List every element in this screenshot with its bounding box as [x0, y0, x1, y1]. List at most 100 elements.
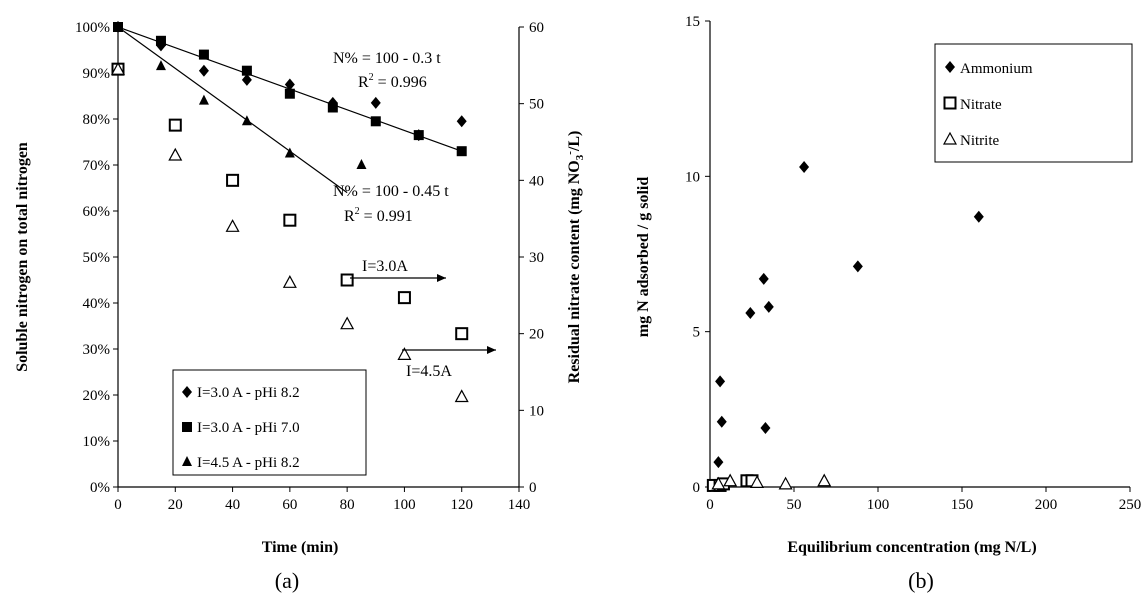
data-point-b-ammonium	[715, 375, 726, 388]
y-tick-label: 20%	[83, 388, 111, 404]
data-point-a-s1	[370, 96, 381, 109]
y2-tick-label: 30	[529, 250, 544, 266]
y-tick-label: 0%	[90, 480, 110, 496]
y-tick-label: 90%	[83, 66, 111, 82]
data-point-b-ammonium	[799, 161, 810, 174]
data-point-a-s3	[284, 147, 295, 158]
data-point-a-s3	[113, 21, 123, 31]
x-tick-label: 20	[168, 497, 183, 513]
data-point-a-s5	[282, 275, 297, 288]
data-point-b-nitrite	[817, 473, 832, 487]
x-tick-label: 100	[867, 497, 890, 513]
y-tick-label: 15	[685, 14, 700, 30]
data-point-a-s2	[241, 65, 252, 76]
panel-b-chart: 0 50 100 150 200 250 0 5 10 15 Ammonium Nitrate Nit…	[635, 14, 1141, 593]
data-point-a-s2	[413, 130, 424, 141]
data-point-a-s2	[284, 88, 295, 99]
legend-marker	[182, 456, 192, 466]
data-point-a-s5	[168, 147, 183, 161]
data-point-a-s2	[198, 49, 209, 60]
panel-a-label: (a)	[275, 568, 299, 593]
data-point-a-s1	[284, 78, 295, 91]
data-point-a-s5	[225, 219, 240, 232]
fit-line-2	[117, 26, 348, 194]
data-point-a-s1	[198, 64, 209, 77]
legend-marker	[942, 131, 958, 145]
data-point-b-ammonium	[716, 415, 727, 428]
panel-a-x-label: Time (min)	[262, 539, 339, 556]
y2-tick-label: 50	[529, 97, 544, 113]
data-point-a-s3	[241, 115, 252, 126]
data-point-b-nitrite	[723, 473, 738, 487]
x-tick-label: 0	[706, 497, 714, 513]
data-point-a-s3	[356, 159, 367, 169]
panel-b-x-label: Equilibrium concentration (mg N/L)	[787, 539, 1036, 556]
x-tick-label: 40	[225, 497, 240, 513]
arrow-label-1: I=3.0A	[362, 258, 408, 275]
x-tick-label: 60	[282, 497, 297, 513]
arrow-head-1	[437, 274, 446, 282]
legend-label: I=3.0 A - pHi 7.0	[197, 420, 300, 436]
data-point-b-ammonium	[973, 210, 984, 223]
data-point-a-s4	[283, 213, 297, 227]
x-tick-label: 200	[1035, 497, 1058, 513]
data-point-a-s4	[455, 327, 469, 341]
y2-tick-label: 60	[529, 20, 544, 36]
legend-marker	[945, 61, 955, 73]
legend-label: Nitrite	[960, 133, 999, 149]
panel-b-label: (b)	[908, 568, 934, 593]
panel-a-y2-label: Residual nitrate content (mg NO3-/L)	[564, 131, 586, 384]
data-point-b-ammonium	[745, 307, 756, 320]
legend-label: I=4.5 A - pHi 8.2	[197, 455, 300, 471]
x-tick-label: 140	[508, 497, 531, 513]
arrow-label-2: I=4.5A	[406, 363, 452, 380]
y-tick-label: 80%	[83, 112, 111, 128]
y-tick-label: 100%	[75, 20, 110, 36]
y-tick-label: 30%	[83, 342, 111, 358]
x-tick-label: 80	[340, 497, 355, 513]
data-point-b-ammonium	[760, 421, 771, 434]
legend-label: I=3.0 A - pHi 8.2	[197, 385, 300, 401]
data-point-a-s4	[168, 118, 182, 132]
data-point-b-ammonium	[713, 456, 724, 469]
legend-marker	[943, 96, 957, 110]
x-tick-label: 50	[787, 497, 802, 513]
fit-r2-2: R2 = 0.991	[344, 206, 413, 225]
data-point-a-s4	[397, 291, 411, 305]
legend-marker	[182, 422, 192, 432]
data-point-a-s2	[370, 116, 381, 127]
legend-label: Nitrate	[960, 97, 1002, 113]
panel-a-y-label: Soluble nitrogen on total nitrogen	[14, 142, 31, 372]
y2-tick-label: 20	[529, 327, 544, 343]
fit-equation-1: N% = 100 - 0.3 t	[333, 50, 441, 67]
data-point-b-ammonium	[763, 300, 774, 313]
data-point-a-s4	[226, 173, 240, 187]
data-point-a-s5	[340, 316, 355, 330]
y2-tick-label: 40	[529, 173, 544, 189]
data-point-a-s5	[454, 389, 469, 403]
data-point-b-nitrite	[750, 475, 765, 488]
data-point-a-s1	[241, 73, 252, 86]
data-point-a-s3	[155, 60, 166, 71]
data-point-a-s5	[110, 61, 126, 75]
x-tick-label: 100	[393, 497, 416, 513]
x-tick-label: 250	[1119, 497, 1142, 513]
data-point-a-s2	[327, 102, 338, 113]
data-point-b-nitrite	[778, 476, 793, 490]
legend-marker	[182, 386, 192, 398]
data-point-b-ammonium	[852, 260, 863, 273]
fit-r2-1: R2 = 0.996	[358, 72, 427, 91]
y2-tick-label: 0	[529, 480, 537, 496]
y-tick-label: 0	[693, 480, 701, 496]
data-point-a-s4	[340, 273, 354, 287]
y2-tick-label: 10	[529, 403, 544, 419]
legend-label: Ammonium	[960, 61, 1033, 77]
fit-equation-2: N% = 100 - 0.45 t	[333, 183, 449, 200]
panel-a-legend: I=3.0 A - pHi 8.2 I=3.0 A - pHi 7.0 I=4.5 …	[172, 369, 367, 476]
data-point-a-s1	[456, 115, 467, 128]
x-tick-label: 0	[114, 497, 122, 513]
y-tick-label: 40%	[83, 296, 111, 312]
x-tick-label: 150	[951, 497, 974, 513]
x-tick-label: 120	[450, 497, 473, 513]
data-point-b-ammonium	[758, 272, 769, 285]
